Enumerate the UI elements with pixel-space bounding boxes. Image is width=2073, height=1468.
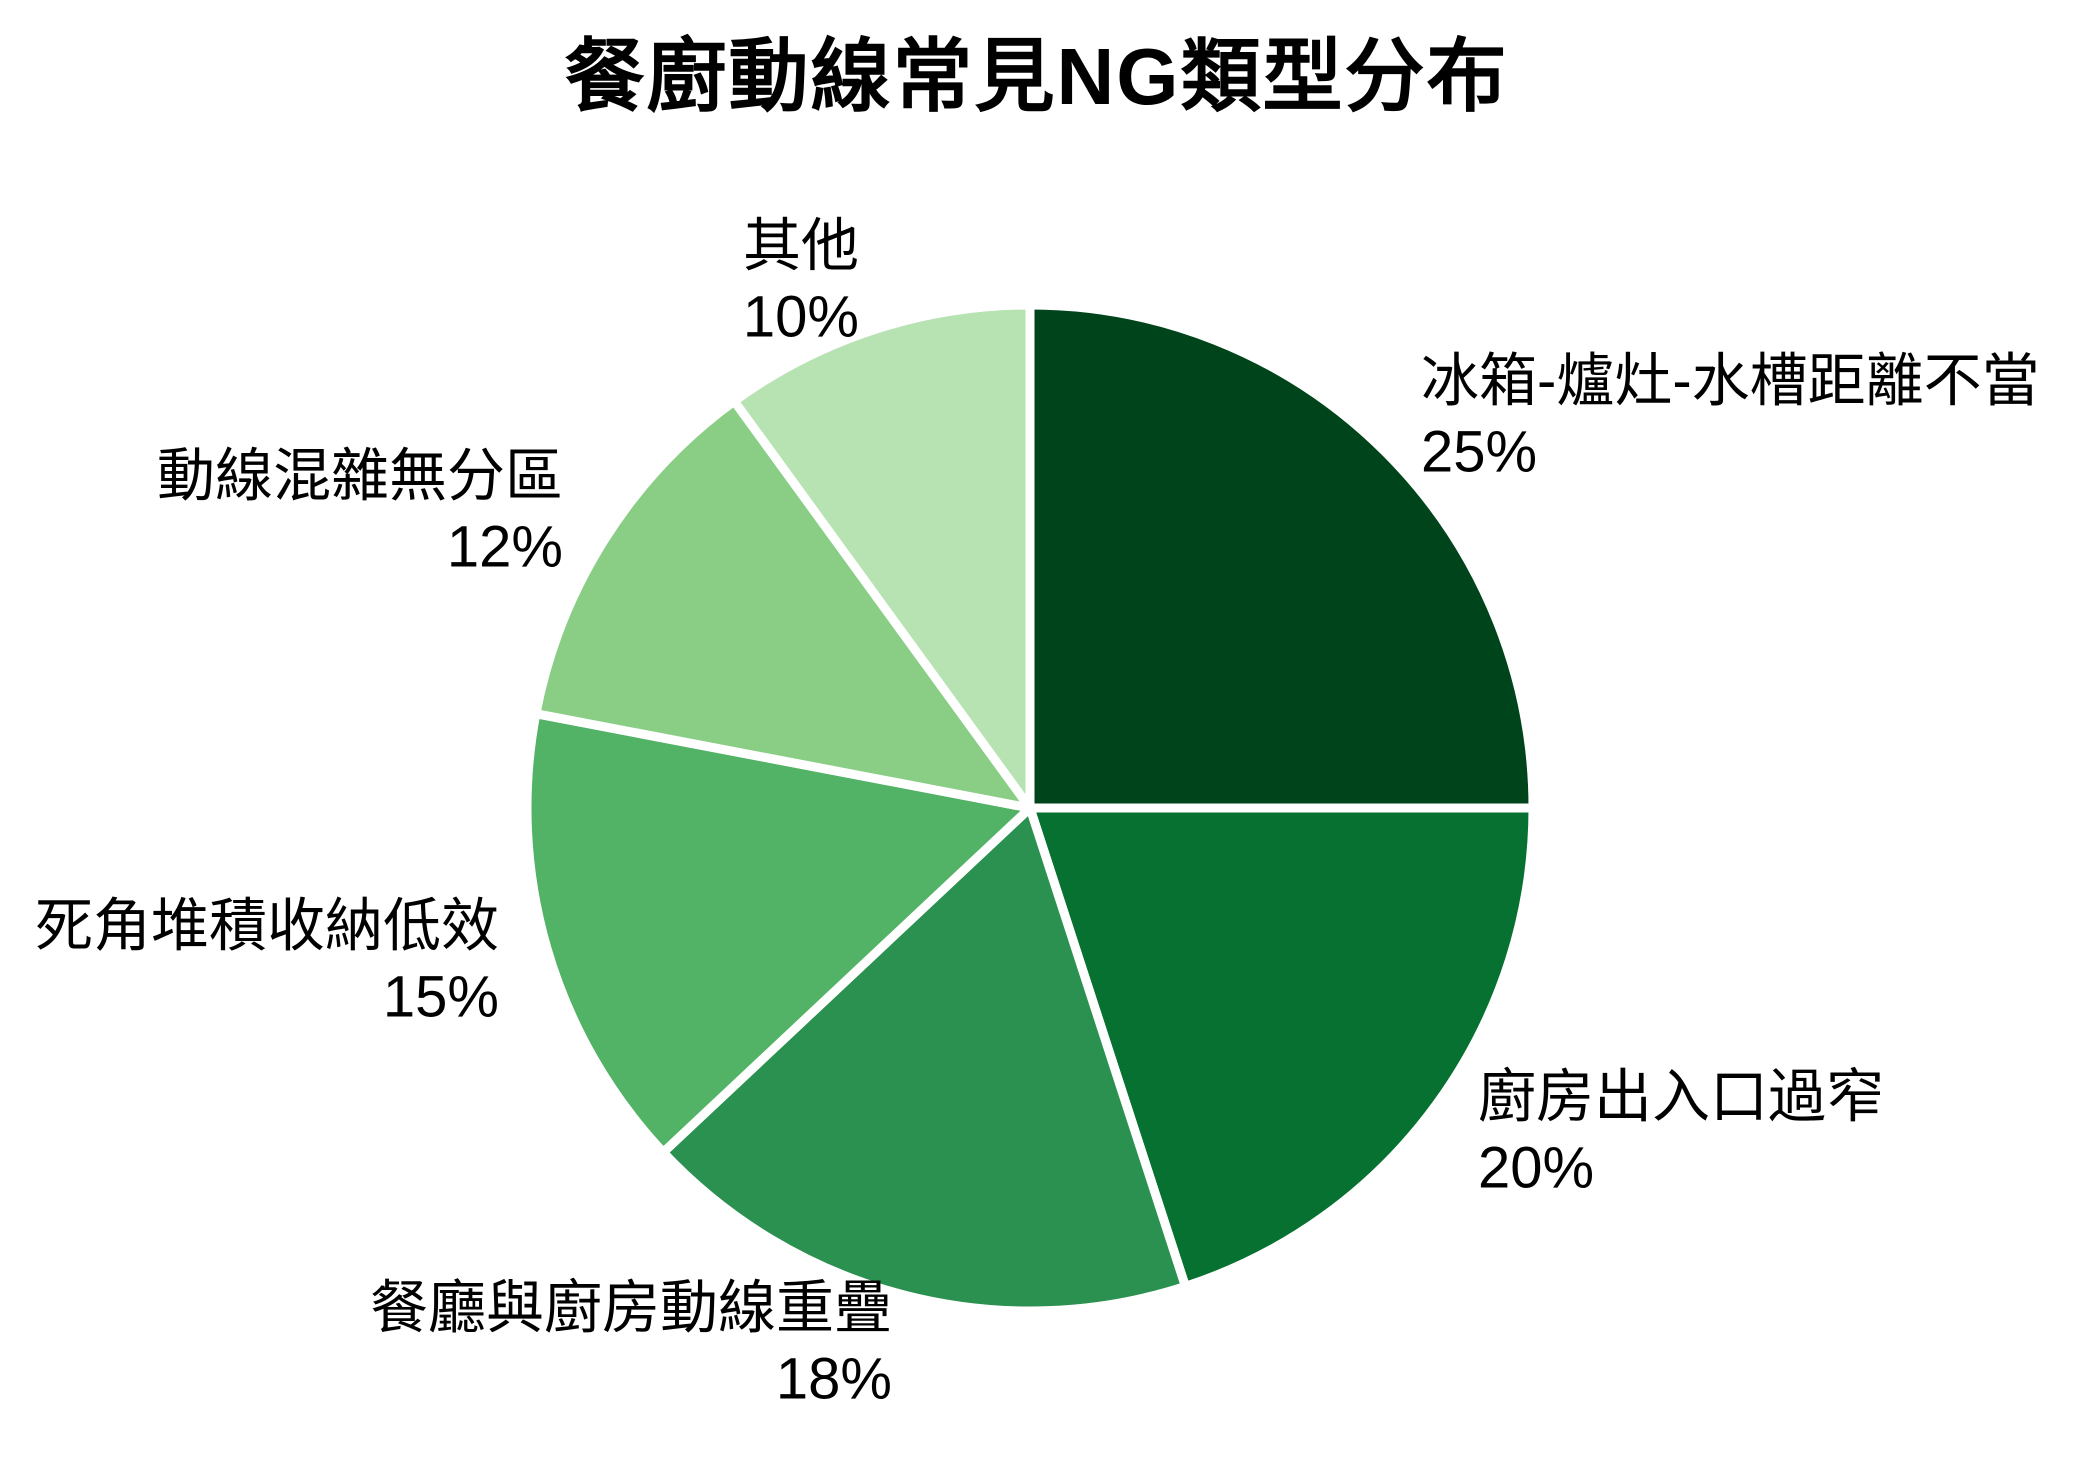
slice-percent-text: 15% xyxy=(382,964,499,1029)
slice-label-5: 其他 10% xyxy=(743,211,859,353)
slice-label-text: 冰箱-爐灶-水槽距離不當 xyxy=(1421,348,2040,414)
pie-slice-4 xyxy=(531,396,1035,813)
pie-slice-1 xyxy=(1025,803,1538,1291)
pie-slice-5 xyxy=(729,300,1035,813)
slice-label-text: 死角堆積收納低效 xyxy=(34,893,499,959)
slice-label-4: 動線混雜無分區 12% xyxy=(157,441,563,583)
slice-percent-text: 20% xyxy=(1478,1135,1595,1200)
chart-title: 餐廚動線常見NG類型分布 xyxy=(564,32,1509,121)
slice-percent-text: 18% xyxy=(775,1346,892,1411)
slice-percent-text: 10% xyxy=(742,284,859,349)
slice-label-2: 餐廳與廚房動線重疊 18% xyxy=(370,1273,892,1415)
pie-slice-3 xyxy=(522,709,1035,1157)
pie-slice-0 xyxy=(1025,300,1538,813)
slice-label-text: 廚房出入口過窄 xyxy=(1478,1064,1885,1130)
slice-label-1: 廚房出入口過窄 20% xyxy=(1478,1062,1884,1204)
slice-label-3: 死角堆積收納低效 15% xyxy=(35,891,499,1033)
slice-label-0: 冰箱-爐灶-水槽距離不當 25% xyxy=(1421,346,2040,488)
pie-slice-2 xyxy=(658,803,1190,1316)
slice-label-text: 動線混雜無分區 xyxy=(156,443,563,509)
slice-label-text: 其他 xyxy=(742,213,859,279)
slice-percent-text: 12% xyxy=(446,514,563,579)
slice-label-text: 餐廳與廚房動線重疊 xyxy=(369,1275,892,1341)
slice-percent-text: 25% xyxy=(1421,419,1538,484)
